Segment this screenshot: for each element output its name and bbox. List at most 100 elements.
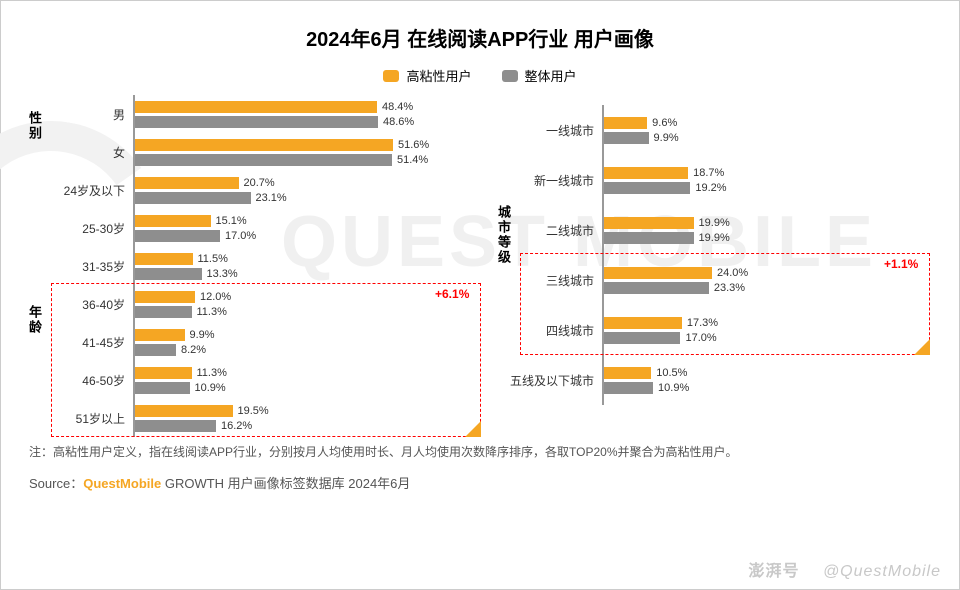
bar-group: 18.7% 19.2%: [602, 155, 939, 205]
bar: [604, 117, 647, 129]
bar-wrap: 15.1%: [135, 215, 490, 227]
footer-watermark-left: 澎湃号: [748, 563, 799, 580]
category-label: 三线城市: [490, 272, 602, 289]
bar-value: 19.2%: [695, 182, 726, 194]
bar-value: 11.5%: [198, 253, 228, 265]
bar-wrap: 16.2%: [135, 420, 490, 432]
bar-value: 12.0%: [200, 291, 231, 303]
bar: [135, 405, 233, 417]
bar-group: 17.3% 17.0%: [602, 305, 939, 355]
bar: [604, 317, 682, 329]
bar-value: 51.4%: [397, 154, 428, 166]
bar-wrap: 19.9%: [604, 232, 939, 244]
bar-value: 10.9%: [658, 382, 689, 394]
bar-value: 16.2%: [221, 420, 252, 432]
bar: [604, 217, 694, 229]
bar: [135, 344, 176, 356]
data-row: 24岁及以下20.7%23.1%: [21, 171, 490, 209]
bar: [604, 282, 709, 294]
highlight-corner-icon: [465, 421, 481, 437]
bar-wrap: 10.9%: [135, 382, 490, 394]
footer-watermark-right: @QuestMobile: [823, 563, 941, 580]
data-row: 36-40岁12.0%11.3%: [21, 285, 490, 323]
bar-group: 19.9% 19.9%: [602, 205, 939, 255]
bar: [135, 215, 211, 227]
bar-wrap: 18.7%: [604, 167, 939, 179]
bar-group: 9.9% 8.2%: [133, 323, 490, 361]
bar: [604, 382, 653, 394]
bar: [135, 154, 392, 166]
footer-watermark: 澎湃号 @QuestMobile: [748, 557, 941, 581]
section-label: 年龄: [25, 305, 44, 335]
bar: [135, 306, 192, 318]
bar-value: 9.9%: [654, 132, 679, 144]
bar-value: 10.5%: [656, 367, 687, 379]
bar-wrap: 17.0%: [604, 332, 939, 344]
legend-item-b: 整体用户: [502, 66, 577, 85]
bar: [135, 192, 251, 204]
bar: [135, 139, 393, 151]
bar-value: 19.9%: [699, 217, 730, 229]
bar-value: 17.0%: [685, 332, 716, 344]
data-row: 25-30岁15.1%17.0%: [21, 209, 490, 247]
source-prefix: Source：: [29, 476, 83, 491]
bar-value: 19.9%: [699, 232, 730, 244]
data-row: 二线城市19.9%19.9%: [490, 205, 939, 255]
section-label: 性别: [25, 111, 44, 141]
bar: [135, 382, 190, 394]
bar-wrap: 51.6%: [135, 139, 490, 151]
bar: [135, 253, 193, 265]
bar-wrap: 10.9%: [604, 382, 939, 394]
bar-value: 24.0%: [717, 267, 748, 279]
bar-value: 8.2%: [181, 344, 206, 356]
category-label: 女: [21, 144, 133, 161]
bar: [135, 291, 195, 303]
bar-wrap: 19.9%: [604, 217, 939, 229]
bar: [604, 182, 690, 194]
bar-wrap: 17.0%: [135, 230, 490, 242]
bar-wrap: 23.3%: [604, 282, 939, 294]
bar-group: 11.5% 13.3%: [133, 247, 490, 285]
bar: [604, 132, 649, 144]
bar: [135, 116, 378, 128]
bar: [135, 329, 185, 341]
left-panel: 男48.4%48.6%女51.6%51.4%24岁及以下20.7%23.1%25…: [21, 95, 490, 437]
bar-value: 13.3%: [207, 268, 238, 280]
bar-wrap: 17.3%: [604, 317, 939, 329]
bar: [135, 420, 216, 432]
bar-value: 11.3%: [197, 367, 227, 379]
data-row: 女51.6% 51.4%: [21, 133, 490, 171]
source-rest: GROWTH 用户画像标签数据库 2024年6月: [161, 476, 410, 491]
chart-area: 男48.4%48.6%女51.6%51.4%24岁及以下20.7%23.1%25…: [1, 85, 959, 437]
bar-value: 48.4%: [382, 101, 413, 113]
bar-wrap: 9.9%: [135, 329, 490, 341]
bar-wrap: 48.6%: [135, 116, 490, 128]
legend-swatch-b: [502, 70, 518, 82]
bar-group: 15.1% 17.0%: [133, 209, 490, 247]
legend-item-a: 高粘性用户: [383, 66, 471, 85]
bar: [135, 268, 202, 280]
bar-wrap: 11.3%: [135, 367, 490, 379]
data-row: 41-45岁9.9%8.2%: [21, 323, 490, 361]
bar-value: 23.1%: [256, 192, 287, 204]
bar-group: 48.4% 48.6%: [133, 95, 490, 133]
bar-wrap: 9.6%: [604, 117, 939, 129]
data-row: 31-35岁11.5%13.3%: [21, 247, 490, 285]
legend-swatch-a: [383, 70, 399, 82]
source-line: Source：QuestMobile GROWTH 用户画像标签数据库 2024…: [1, 461, 959, 492]
bar: [135, 101, 377, 113]
category-label: 五线及以下城市: [490, 372, 602, 389]
bar-wrap: 11.3%: [135, 306, 490, 318]
data-row: 四线城市17.3%17.0%: [490, 305, 939, 355]
bar: [604, 232, 694, 244]
bar-group: 20.7%23.1%: [133, 171, 490, 209]
bar: [135, 177, 239, 189]
bar-wrap: 48.4%: [135, 101, 490, 113]
bar-group: 9.6% 9.9%: [602, 105, 939, 155]
data-row: 男48.4%48.6%: [21, 95, 490, 133]
category-label: 51岁以上: [21, 410, 133, 427]
bar: [135, 367, 192, 379]
note-text: 注：高粘性用户定义，指在线阅读APP行业，分别按月人均使用时长、月人均使用次数降…: [1, 437, 959, 461]
bar-value: 9.6%: [652, 117, 677, 129]
section-label: 城市等级: [494, 205, 513, 265]
